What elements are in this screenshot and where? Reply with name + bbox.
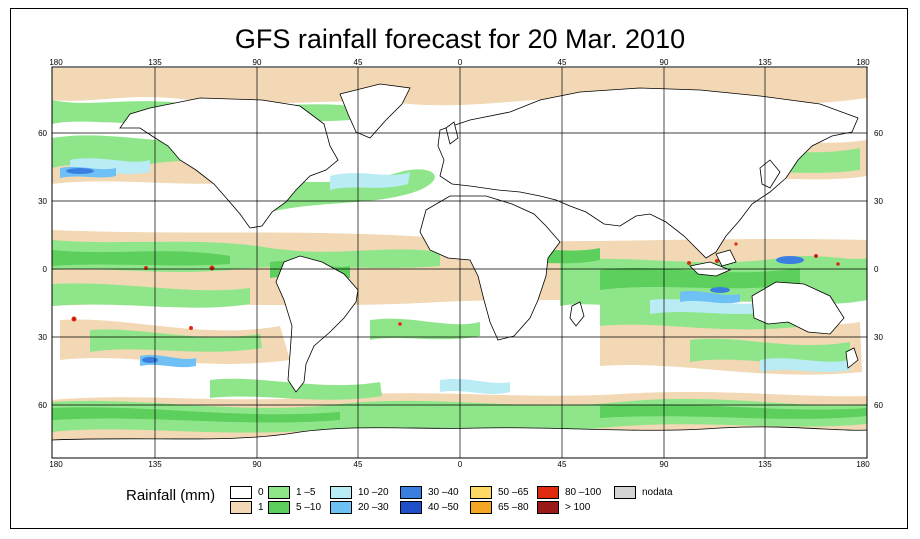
lon-label: 135	[758, 58, 772, 67]
legend-swatch	[230, 486, 252, 499]
lon-label: 180	[856, 58, 870, 67]
continent-outlines	[52, 83, 867, 458]
graticule	[52, 67, 867, 458]
lat-label: 30	[38, 197, 47, 206]
lon-label: 180	[856, 460, 870, 469]
africa	[419, 195, 561, 341]
legend-label: 1	[258, 502, 264, 513]
legend-swatch	[614, 486, 636, 499]
legend-swatch	[268, 501, 290, 514]
legend-swatch	[537, 486, 559, 499]
legend-label: 30 –40	[428, 487, 459, 498]
australia	[751, 281, 845, 335]
legend-swatch	[268, 486, 290, 499]
legend-title: Rainfall (mm)	[126, 487, 216, 504]
legend-label: 40 –50	[428, 502, 459, 513]
eurasia	[437, 87, 859, 259]
lon-label: 180	[49, 58, 63, 67]
south-america	[275, 255, 359, 393]
legend-label: nodata	[642, 487, 673, 498]
lat-label: 30	[38, 333, 47, 342]
longitude-labels-bottom: 180 135 90 45 0 45 90 135 180	[49, 460, 870, 469]
legend-label: 20 –30	[358, 502, 389, 513]
madagascar	[569, 301, 585, 327]
lon-label: 0	[458, 58, 463, 67]
legend-swatch	[537, 501, 559, 514]
lon-label: 90	[660, 460, 669, 469]
lat-label: 30	[874, 333, 883, 342]
legend-label: 50 –65	[498, 487, 529, 498]
legend-swatch	[230, 501, 252, 514]
lat-label: 60	[38, 129, 47, 138]
new-zealand	[845, 347, 859, 369]
longitude-labels-top: 180 135 90 45 0 45 90 135 180	[49, 58, 870, 67]
latitude-labels-right: 60 30 0 30 60	[874, 129, 883, 410]
lon-label: 90	[660, 58, 669, 67]
lat-label: 60	[38, 401, 47, 410]
lat-label: 60	[874, 401, 883, 410]
legend-swatch	[400, 486, 422, 499]
lon-label: 180	[49, 460, 63, 469]
legend-swatch	[400, 501, 422, 514]
legend-swatch	[470, 501, 492, 514]
lon-label: 90	[253, 58, 262, 67]
lat-label: 60	[874, 129, 883, 138]
map-border	[51, 66, 868, 459]
rain-10-20mm-areas	[70, 158, 850, 394]
lon-label: 45	[558, 460, 567, 469]
legend-label: > 100	[565, 502, 591, 513]
lon-label: 45	[558, 58, 567, 67]
legend-label: 10 –20	[358, 487, 389, 498]
legend-label: 0	[258, 487, 264, 498]
north-america	[119, 97, 339, 229]
lon-label: 135	[148, 460, 162, 469]
borneo	[715, 249, 737, 267]
legend-label: 5 –10	[296, 502, 322, 513]
legend-swatch	[330, 486, 352, 499]
lon-label: 135	[148, 58, 162, 67]
latitude-labels-left: 60 30 0 30 60	[38, 129, 47, 410]
legend-swatch	[470, 486, 492, 499]
lon-label: 45	[354, 460, 363, 469]
lon-label: 0	[458, 460, 463, 469]
rain-over-100mm-spots	[73, 255, 817, 320]
legend-label: 80 –100	[565, 487, 602, 498]
legend-label: 1 –5	[296, 487, 316, 498]
legend-label: 65 –80	[498, 502, 529, 513]
lat-label: 0	[874, 265, 879, 274]
lon-label: 45	[354, 58, 363, 67]
lat-label: 30	[874, 197, 883, 206]
lon-label: 135	[758, 460, 772, 469]
antarctica	[52, 426, 867, 458]
map-title: GFS rainfall forecast for 20 Mar. 2010	[234, 24, 686, 54]
legend-swatch	[330, 501, 352, 514]
lat-label: 0	[43, 265, 48, 274]
greenland	[339, 83, 411, 139]
lon-label: 90	[253, 460, 262, 469]
